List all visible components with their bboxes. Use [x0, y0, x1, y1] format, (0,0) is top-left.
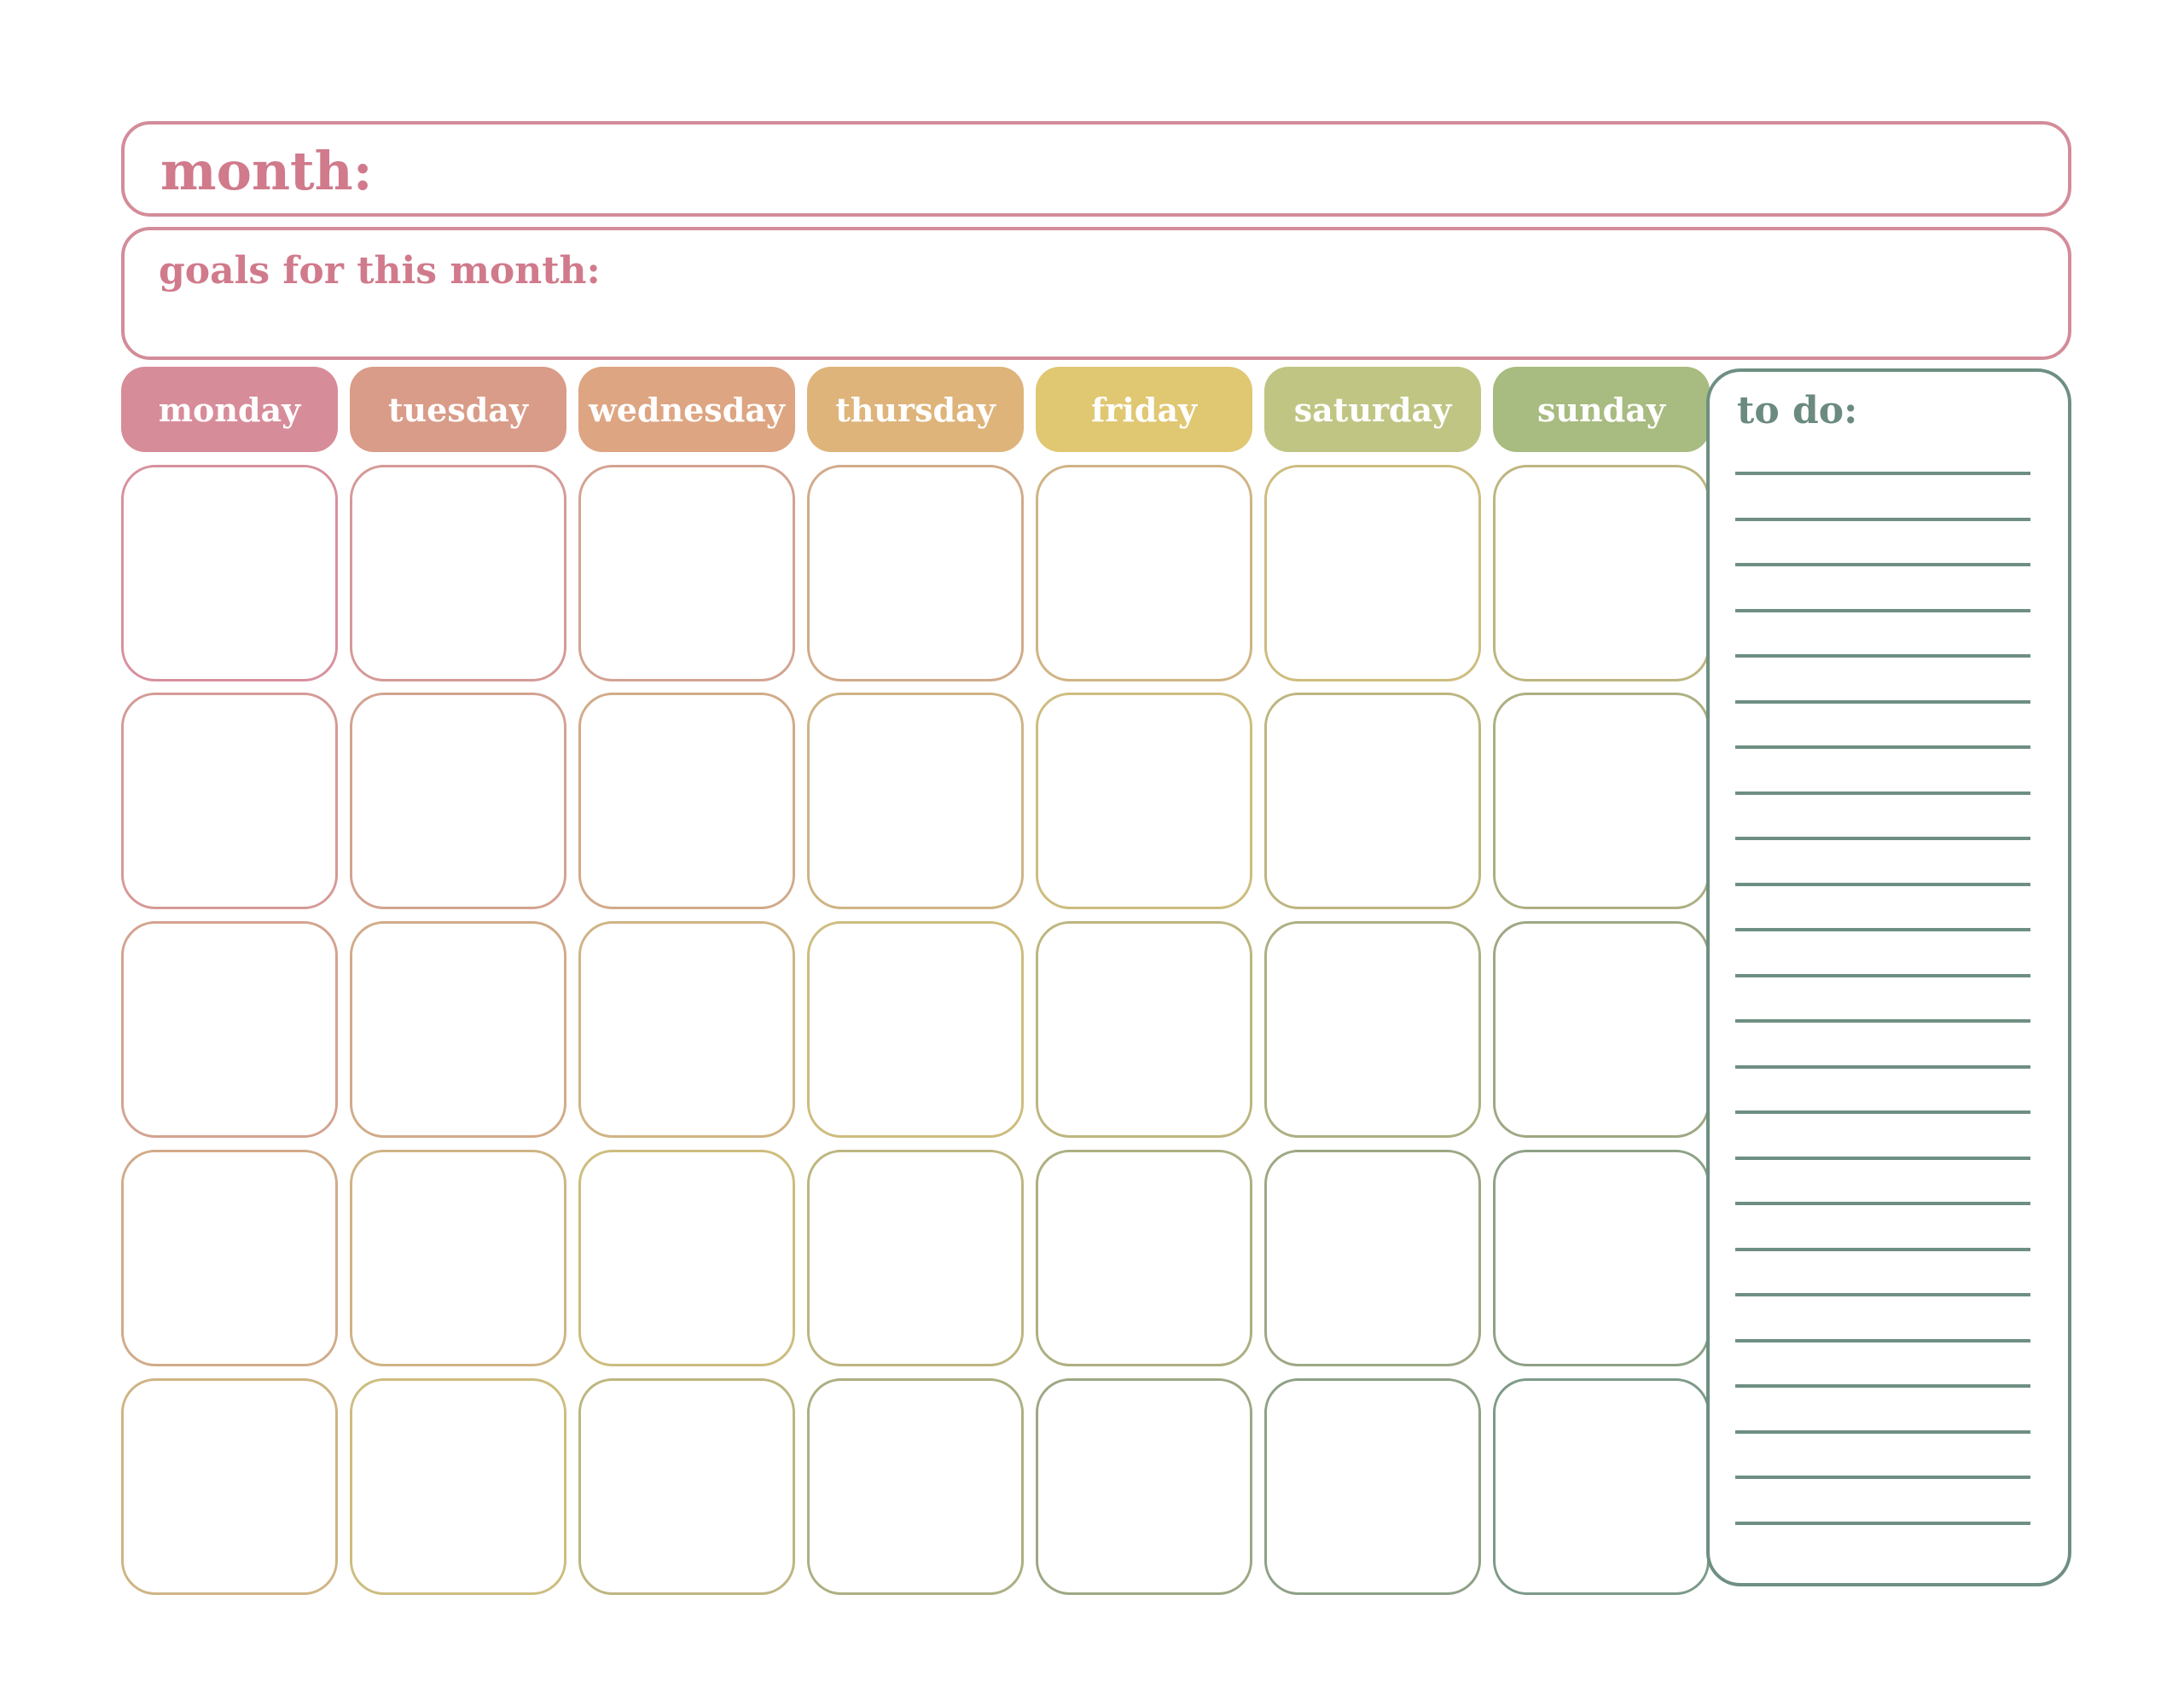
day-cell[interactable]	[1493, 1150, 1710, 1366]
goals-label: goals for this month:	[159, 249, 601, 293]
day-cell[interactable]	[1493, 921, 1710, 1138]
day-cell[interactable]	[1264, 1378, 1481, 1595]
todo-line[interactable]	[1735, 1156, 2030, 1160]
todo-line[interactable]	[1735, 1338, 2030, 1342]
day-cell[interactable]	[578, 1150, 795, 1366]
day-cell[interactable]	[807, 921, 1024, 1138]
day-cell[interactable]	[1264, 465, 1481, 681]
todo-line[interactable]	[1735, 837, 2030, 840]
day-cell[interactable]	[1036, 1150, 1252, 1366]
day-cell[interactable]	[121, 1378, 338, 1595]
todo-line[interactable]	[1735, 608, 2030, 612]
day-cell[interactable]	[1493, 1378, 1710, 1595]
day-header-friday: friday	[1036, 367, 1252, 452]
day-cell[interactable]	[350, 1150, 566, 1366]
day-cell[interactable]	[1493, 465, 1710, 681]
todo-label: to do:	[1737, 389, 1858, 432]
todo-line[interactable]	[1735, 699, 2030, 704]
day-cell[interactable]	[1036, 921, 1252, 1138]
day-header-monday: monday	[121, 367, 338, 452]
todo-panel[interactable]: to do:	[1706, 368, 2071, 1586]
todo-line[interactable]	[1735, 791, 2030, 795]
day-cell[interactable]	[350, 1378, 566, 1595]
todo-line[interactable]	[1735, 1293, 2030, 1296]
day-cell[interactable]	[350, 465, 566, 681]
goals-field[interactable]: goals for this month:	[121, 227, 2071, 360]
day-cell[interactable]	[807, 1378, 1024, 1595]
todo-line[interactable]	[1735, 745, 2030, 749]
todo-line[interactable]	[1735, 1521, 2030, 1525]
todo-line[interactable]	[1735, 1429, 2030, 1434]
day-cell[interactable]	[1036, 693, 1252, 909]
day-header-thursday: thursday	[807, 367, 1024, 452]
todo-line[interactable]	[1735, 1019, 2030, 1023]
day-cell[interactable]	[121, 1150, 338, 1366]
month-field[interactable]: month:	[121, 121, 2071, 217]
day-cell[interactable]	[1264, 693, 1481, 909]
todo-line[interactable]	[1735, 1384, 2030, 1388]
day-cell[interactable]	[1493, 693, 1710, 909]
day-cell[interactable]	[121, 465, 338, 681]
todo-line[interactable]	[1735, 1247, 2030, 1251]
month-label: month:	[160, 140, 373, 202]
todo-line[interactable]	[1735, 517, 2030, 521]
day-cell[interactable]	[578, 693, 795, 909]
todo-line[interactable]	[1735, 1476, 2030, 1479]
todo-line[interactable]	[1735, 928, 2030, 931]
day-cell[interactable]	[578, 465, 795, 681]
todo-line[interactable]	[1735, 1202, 2030, 1205]
day-header-saturday: saturday	[1264, 367, 1481, 452]
todo-line[interactable]	[1735, 563, 2030, 566]
todo-line[interactable]	[1735, 1064, 2030, 1069]
day-cell[interactable]	[578, 1378, 795, 1595]
day-cell[interactable]	[121, 921, 338, 1138]
day-header-tuesday: tuesday	[350, 367, 566, 452]
day-cell[interactable]	[578, 921, 795, 1138]
day-cell[interactable]	[807, 465, 1024, 681]
day-cell[interactable]	[1036, 465, 1252, 681]
day-cell[interactable]	[807, 1150, 1024, 1366]
day-cell[interactable]	[350, 921, 566, 1138]
todo-line[interactable]	[1735, 472, 2030, 475]
todo-line[interactable]	[1735, 882, 2030, 886]
day-cell[interactable]	[350, 693, 566, 909]
day-header-wednesday: wednesday	[578, 367, 795, 452]
todo-line[interactable]	[1735, 654, 2030, 658]
day-cell[interactable]	[807, 693, 1024, 909]
todo-line[interactable]	[1735, 1110, 2030, 1114]
day-cell[interactable]	[1036, 1378, 1252, 1595]
day-cell[interactable]	[1264, 921, 1481, 1138]
day-cell[interactable]	[1264, 1150, 1481, 1366]
todo-line[interactable]	[1735, 973, 2030, 977]
day-cell[interactable]	[121, 693, 338, 909]
day-header-sunday: sunday	[1493, 367, 1710, 452]
